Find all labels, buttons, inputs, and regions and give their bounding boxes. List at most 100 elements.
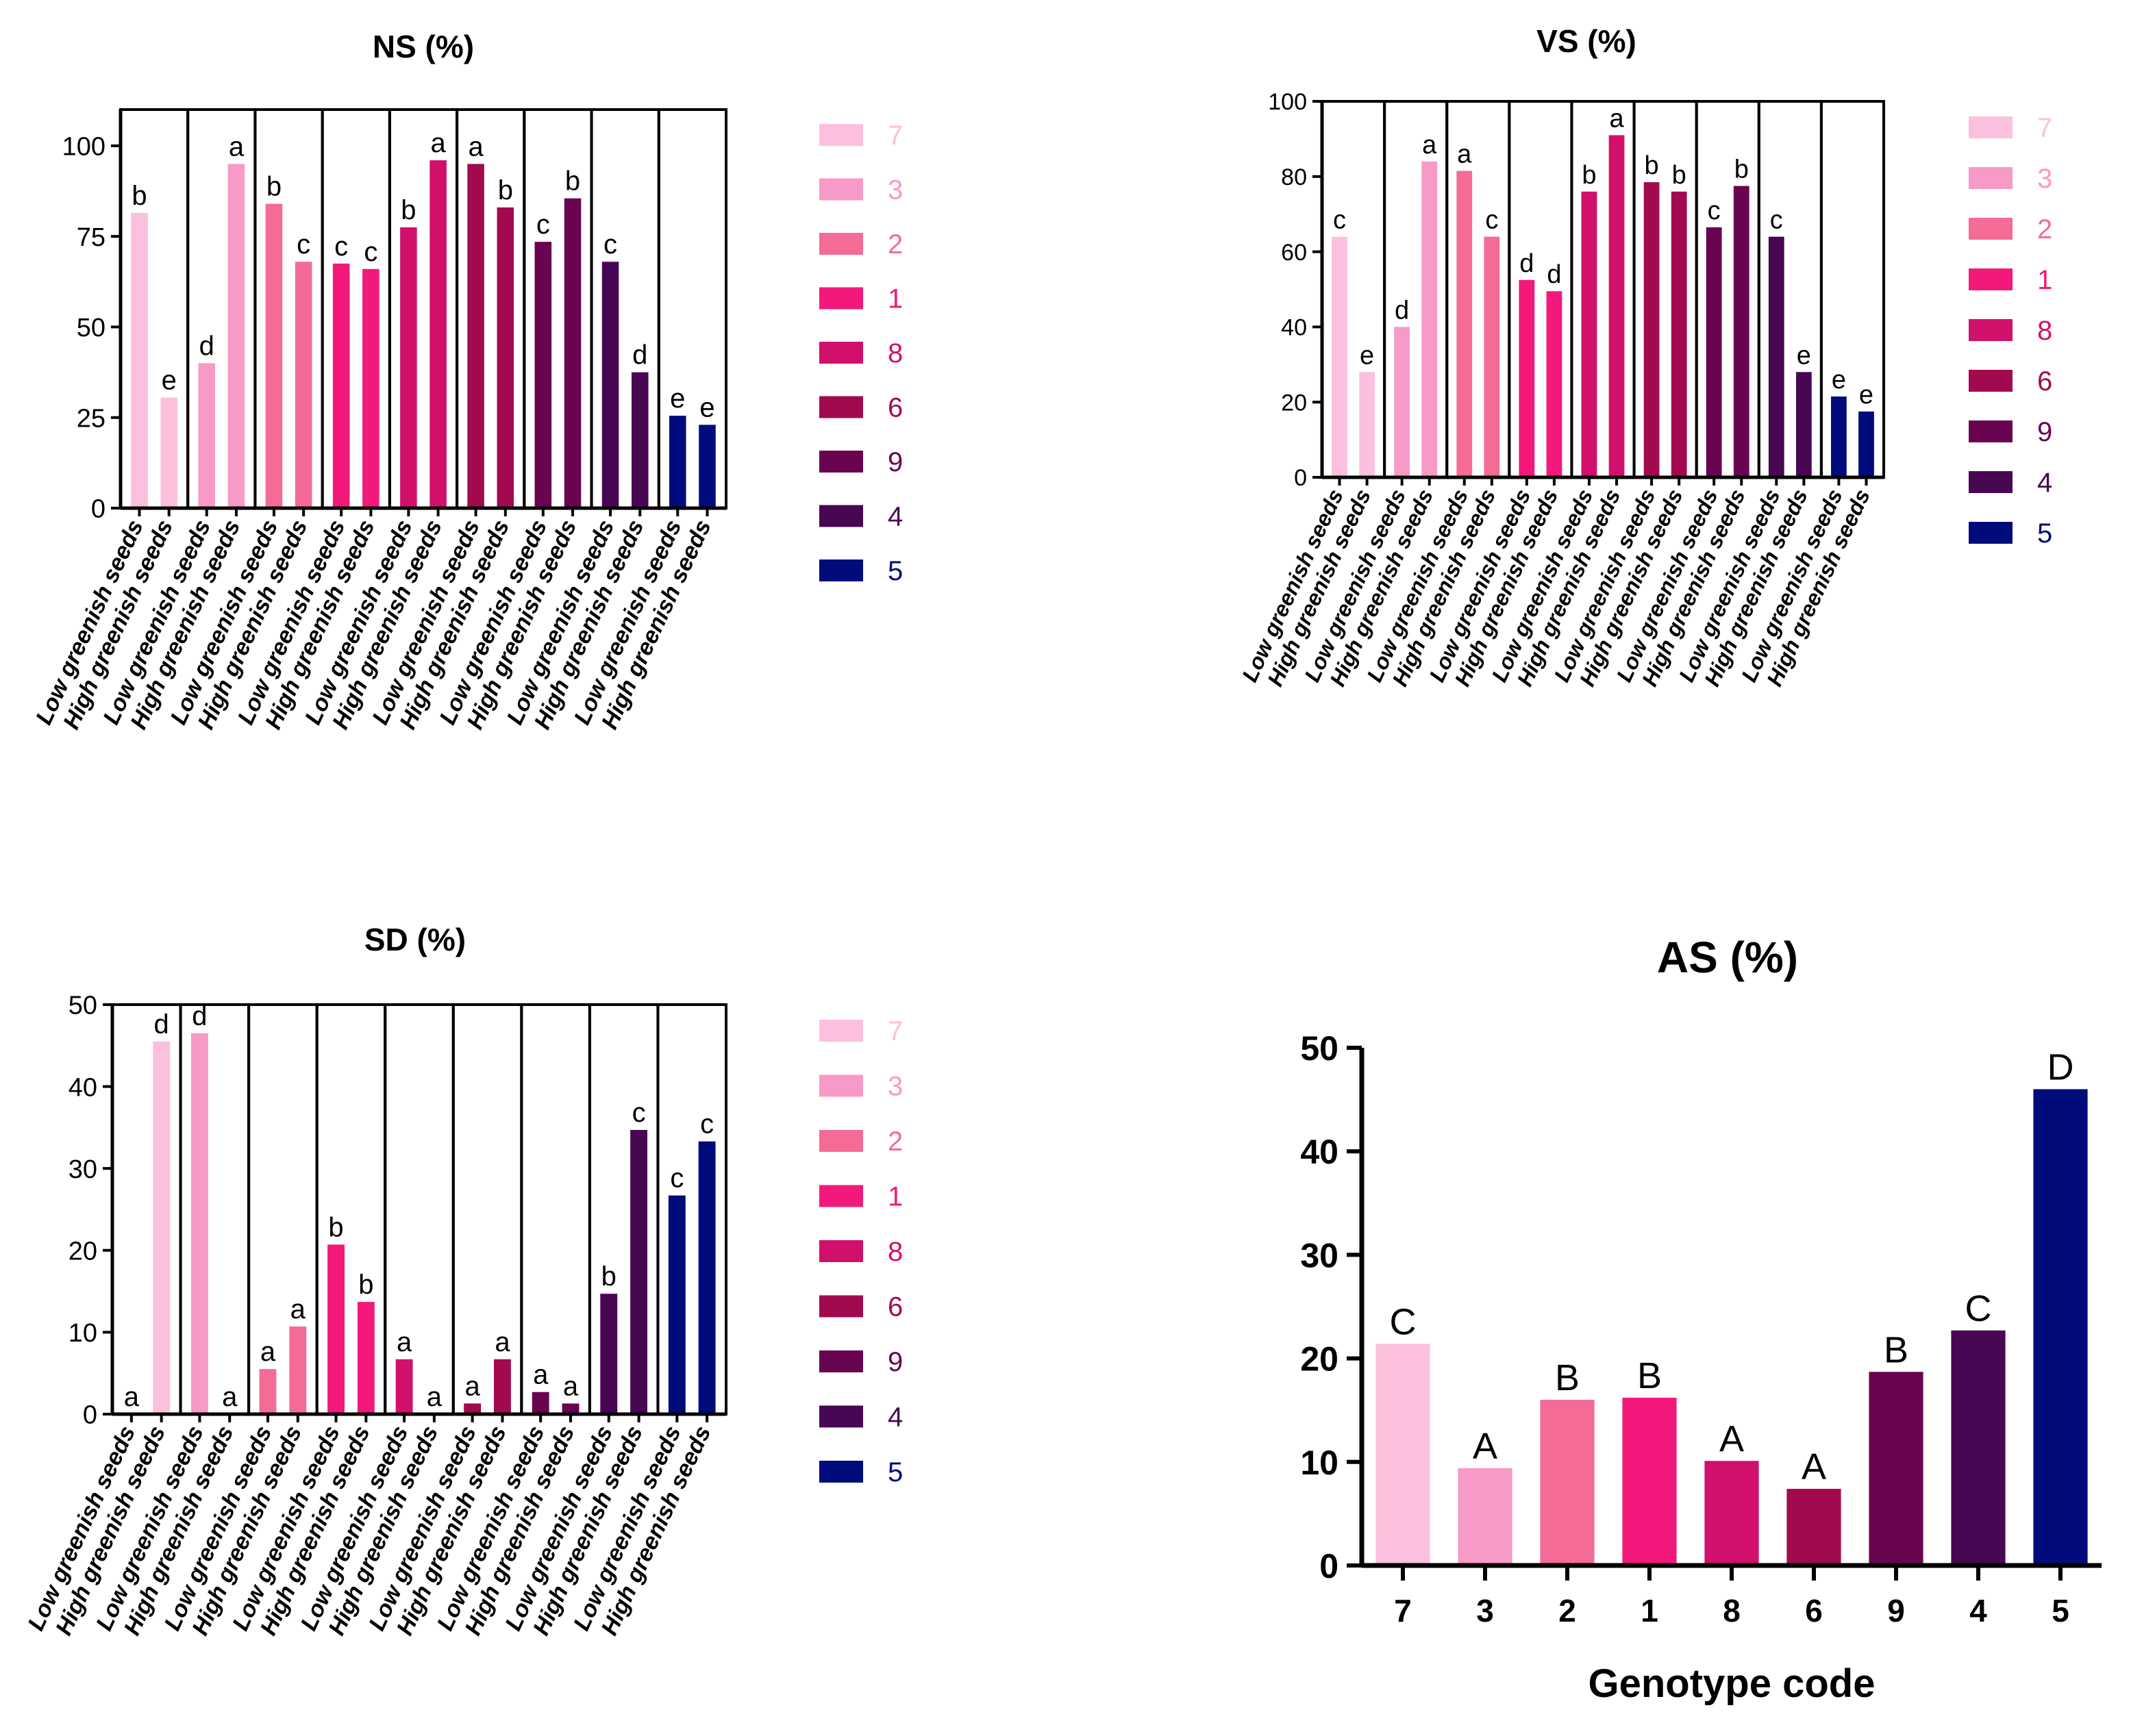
ns-bar	[362, 268, 379, 508]
as-bar	[1540, 1400, 1595, 1565]
ns-group-box	[253, 108, 324, 510]
as-y-tick-label: 20	[1300, 1340, 1338, 1379]
sd-significance-letter: a	[533, 1360, 549, 1390]
vs-legend-label: 7	[2037, 113, 2052, 143]
vs-group-box	[1508, 100, 1573, 479]
sd-significance-letter: b	[328, 1212, 343, 1242]
vs-bar	[1733, 186, 1749, 477]
as-category-label: 5	[2052, 1593, 2069, 1628]
sd-group-box	[179, 1003, 251, 1416]
sd-significance-letter: d	[192, 1001, 207, 1031]
ns-bar	[131, 212, 148, 508]
vs-significance-letter: b	[1644, 151, 1658, 180]
vs-significance-letter: e	[1797, 341, 1811, 370]
ns-bar	[534, 242, 552, 508]
sd-group-box	[656, 1003, 728, 1416]
ns-bar	[332, 263, 350, 508]
sd-y-tick-label: 20	[68, 1237, 97, 1266]
vs-significance-letter: c	[1708, 197, 1721, 225]
vs-legend-swatch	[1969, 218, 2013, 240]
vs-bar	[1671, 191, 1687, 477]
vs-significance-letter: a	[1609, 104, 1624, 133]
sd-legend-label: 6	[888, 1292, 903, 1322]
sd-bar	[698, 1141, 716, 1414]
vs-significance-letter: b	[1672, 161, 1686, 190]
sd-bar	[153, 1041, 171, 1414]
vs-significance-letter: b	[1582, 161, 1596, 190]
sd-significance-letter: a	[124, 1382, 140, 1412]
sd-bar	[668, 1195, 686, 1414]
sd-legend-label: 3	[888, 1072, 903, 1102]
ns-legend-swatch	[819, 396, 863, 418]
sd-legend-swatch	[819, 1295, 863, 1318]
ns-chart-title: NS (%)	[373, 29, 474, 64]
ns-legend-label: 5	[888, 556, 903, 586]
ns-legend-label: 7	[888, 121, 903, 151]
ns-significance-letter: a	[229, 131, 245, 162]
vs-bar	[1706, 227, 1722, 477]
ns-legend-swatch	[819, 505, 863, 527]
sd-y-tick-label: 40	[68, 1073, 97, 1102]
sd-significance-letter: c	[632, 1098, 646, 1128]
ns-legend-label: 4	[888, 502, 903, 532]
sd-legend-label: 2	[888, 1127, 903, 1157]
sd-legend-label: 7	[888, 1016, 903, 1046]
as-y-tick-label: 0	[1319, 1547, 1338, 1585]
vs-bar	[1608, 135, 1625, 477]
sd-bar	[259, 1369, 277, 1414]
as-panel: AS (%)C7A3B2B1A8A6B9C4D501020304050Genot…	[1300, 933, 2102, 1706]
ns-legend-label: 6	[888, 393, 903, 423]
as-bar	[1622, 1398, 1677, 1565]
ns-bar	[497, 207, 514, 508]
ns-group-box	[119, 108, 190, 510]
vs-significance-letter: d	[1547, 260, 1561, 289]
ns-legend-swatch	[819, 559, 863, 581]
sd-significance-letter: a	[495, 1327, 510, 1357]
vs-significance-letter: c	[1770, 206, 1783, 235]
sd-group-box	[247, 1003, 319, 1416]
sd-bar	[289, 1326, 307, 1414]
as-y-tick-label: 30	[1300, 1236, 1338, 1274]
as-category-label: 7	[1394, 1593, 1412, 1628]
sd-group-box	[384, 1003, 455, 1416]
ns-y-tick-label: 50	[77, 314, 105, 342]
as-category-label: 3	[1476, 1593, 1494, 1628]
vs-bar	[1768, 236, 1784, 477]
ns-significance-letter: b	[565, 166, 580, 197]
ns-significance-letter: e	[162, 366, 177, 396]
sd-chart-title: SD (%)	[364, 922, 466, 957]
sd-bar	[327, 1244, 345, 1414]
ns-group-box	[523, 108, 593, 510]
ns-group-box	[590, 108, 660, 510]
as-bar	[1458, 1468, 1512, 1565]
ns-significance-letter: b	[266, 172, 282, 202]
vs-legend-label: 9	[2037, 417, 2052, 447]
vs-legend-label: 3	[2037, 164, 2052, 194]
ns-group-box	[456, 108, 526, 510]
ns-group-box	[657, 108, 727, 510]
ns-significance-letter: c	[334, 231, 348, 262]
sd-legend-label: 5	[888, 1457, 903, 1487]
sd-legend-swatch	[819, 1130, 863, 1152]
ns-legend-swatch	[819, 124, 863, 146]
vs-y-tick-label: 0	[1294, 465, 1307, 491]
vs-y-tick-label: 60	[1281, 240, 1307, 266]
as-bar	[1786, 1489, 1841, 1565]
sd-bar	[357, 1302, 375, 1414]
ns-bar	[265, 203, 283, 508]
vs-bar	[1581, 191, 1597, 477]
vs-bar	[1795, 372, 1812, 477]
as-significance-letter: A	[1473, 1426, 1497, 1467]
sd-legend-swatch	[819, 1185, 863, 1207]
vs-group-box	[1570, 100, 1636, 479]
ns-legend-swatch	[819, 451, 863, 473]
vs-legend-swatch	[1969, 420, 2013, 442]
ns-legend-label: 9	[888, 447, 903, 477]
vs-group-box	[1695, 100, 1760, 479]
ns-bar	[429, 160, 447, 508]
vs-significance-letter: d	[1395, 296, 1409, 325]
vs-legend-label: 4	[2037, 468, 2052, 498]
ns-group-box	[186, 108, 257, 510]
ns-significance-letter: a	[468, 131, 484, 162]
